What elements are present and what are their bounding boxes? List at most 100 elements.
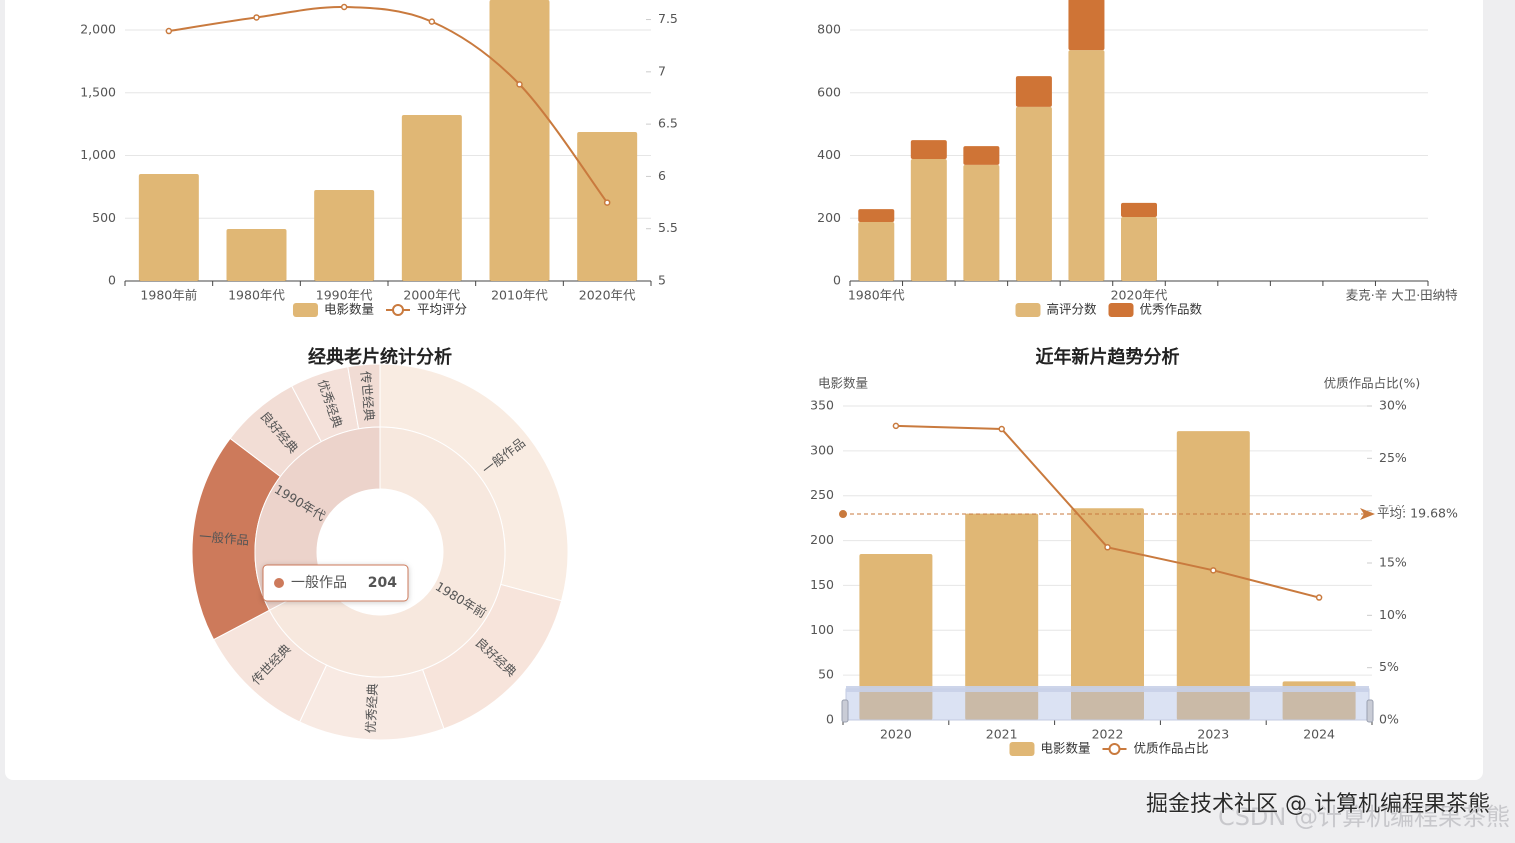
average-dot bbox=[839, 510, 847, 519]
x-tick-label: 2022 bbox=[1092, 727, 1124, 742]
legend-icon bbox=[1009, 742, 1035, 756]
x-tick-label: 1990年代 bbox=[316, 288, 373, 303]
bar bbox=[1068, 50, 1105, 281]
watermark: 掘金技术社区 @ 计算机编程果茶熊 bbox=[1146, 792, 1490, 817]
tooltip-value: 204 bbox=[368, 575, 397, 591]
zoom-bar bbox=[846, 686, 1369, 692]
y-tick-label: 2,000 bbox=[80, 22, 116, 37]
y-tick-label: 0 bbox=[108, 273, 116, 288]
bar bbox=[910, 158, 947, 281]
line-point bbox=[516, 81, 523, 88]
y-tick-label: 50 bbox=[818, 667, 834, 682]
bar bbox=[226, 229, 287, 281]
sunburst-parent bbox=[268, 426, 506, 678]
legend-icon bbox=[1108, 743, 1121, 755]
legend-label: 电影数量 bbox=[324, 302, 374, 317]
y2-tick-label: 7 bbox=[658, 63, 666, 78]
bar bbox=[965, 513, 1039, 720]
bar bbox=[401, 114, 462, 281]
legend-label: 电影数量 bbox=[1040, 741, 1090, 756]
x-tick-label: 2020 bbox=[880, 727, 912, 742]
y2-tick-label: 5% bbox=[1379, 659, 1399, 674]
y-tick-label: 500 bbox=[92, 210, 116, 225]
line-point bbox=[340, 3, 348, 11]
bar bbox=[577, 132, 638, 281]
y2-tick-label: 10% bbox=[1379, 607, 1407, 622]
x-tick-label: 2024 bbox=[1303, 727, 1335, 742]
x-tick-label: 2023 bbox=[1197, 727, 1229, 742]
y2-tick-label: 25% bbox=[1379, 450, 1407, 465]
y2-tick-label: 0% bbox=[1379, 712, 1399, 727]
y-tick-label: 0 bbox=[833, 273, 841, 288]
sunburst-parent bbox=[254, 426, 381, 611]
bar bbox=[1121, 216, 1157, 281]
line-point bbox=[998, 425, 1005, 433]
legend: 电影数量 平均评分 bbox=[292, 302, 467, 317]
bar bbox=[858, 209, 895, 223]
line-point bbox=[892, 422, 900, 430]
y2-axis-name: 优质作品占比(%) bbox=[1324, 376, 1421, 391]
y-tick-label: 0 bbox=[826, 712, 834, 727]
y2-tick-label: 6 bbox=[658, 168, 666, 183]
tooltip-dot bbox=[274, 578, 284, 588]
y2-tick-label: 7.5 bbox=[658, 11, 678, 26]
bar bbox=[963, 164, 1000, 281]
x-tick-label: 2020年代 bbox=[1111, 288, 1168, 303]
sunburst-label: 优秀经典 bbox=[363, 683, 380, 734]
zoom-handle bbox=[841, 699, 849, 723]
legend-label: 优质作品占比 bbox=[1134, 741, 1209, 756]
bar bbox=[1121, 202, 1157, 217]
line-point bbox=[1210, 567, 1217, 574]
y-tick-label: 100 bbox=[810, 622, 834, 637]
bar bbox=[314, 190, 375, 281]
watermark: CSDN @计算机编程果茶熊 bbox=[1218, 803, 1510, 831]
bar bbox=[1015, 76, 1052, 107]
line-point bbox=[1104, 544, 1111, 551]
bar bbox=[963, 146, 1000, 165]
bar bbox=[489, 0, 550, 281]
y-tick-label: 200 bbox=[817, 210, 841, 225]
chart-title: 近年新片趋势分析 bbox=[1036, 346, 1180, 368]
line-point bbox=[428, 18, 436, 25]
x-tick-label: 1980年代 bbox=[848, 288, 905, 303]
y2-tick-label: 20% bbox=[1379, 502, 1407, 517]
legend: 电影数量 优质作品占比 bbox=[1009, 741, 1209, 756]
x-tick-label: 麦克·辛 大卫·田纳特 bbox=[1346, 288, 1458, 303]
legend-label: 高评分数 bbox=[1046, 302, 1097, 317]
bar bbox=[1176, 431, 1250, 720]
line-point bbox=[603, 199, 611, 206]
y-tick-label: 400 bbox=[817, 147, 841, 162]
average-arrow bbox=[1360, 508, 1375, 521]
sunburst-label: 传世经典 bbox=[358, 370, 377, 421]
bar bbox=[1071, 508, 1144, 720]
y2-tick-label: 15% bbox=[1379, 555, 1407, 570]
bar bbox=[1015, 106, 1052, 282]
y-tick-label: 150 bbox=[810, 577, 834, 592]
y-axis-name: 电影数量 bbox=[818, 376, 868, 391]
legend-label: 优秀作品数 bbox=[1140, 302, 1203, 317]
average-label: 平均: 19.68% bbox=[1377, 506, 1458, 521]
y-tick-label: 600 bbox=[817, 84, 841, 99]
legend-icon bbox=[1015, 303, 1041, 317]
y-tick-label: 1,000 bbox=[80, 147, 116, 162]
legend-icon bbox=[292, 303, 318, 317]
tooltip-name: 一般作品 bbox=[291, 575, 347, 591]
legend-label: 平均评分 bbox=[417, 302, 467, 317]
x-tick-label: 2000年代 bbox=[403, 288, 460, 303]
y-tick-label: 800 bbox=[817, 22, 841, 37]
tooltip-box bbox=[262, 564, 409, 602]
y-tick-label: 250 bbox=[810, 487, 834, 502]
bar bbox=[1068, 0, 1105, 51]
x-tick-label: 2020年代 bbox=[579, 288, 636, 303]
legend-icon bbox=[1108, 303, 1134, 317]
legend-icon bbox=[392, 304, 404, 316]
x-tick-label: 2010年代 bbox=[491, 288, 548, 303]
bar bbox=[910, 140, 947, 159]
y2-tick-label: 5.5 bbox=[658, 220, 678, 235]
line-point bbox=[253, 14, 260, 21]
zoom-handle bbox=[1366, 699, 1374, 723]
bar bbox=[858, 222, 895, 281]
bar bbox=[859, 554, 933, 720]
